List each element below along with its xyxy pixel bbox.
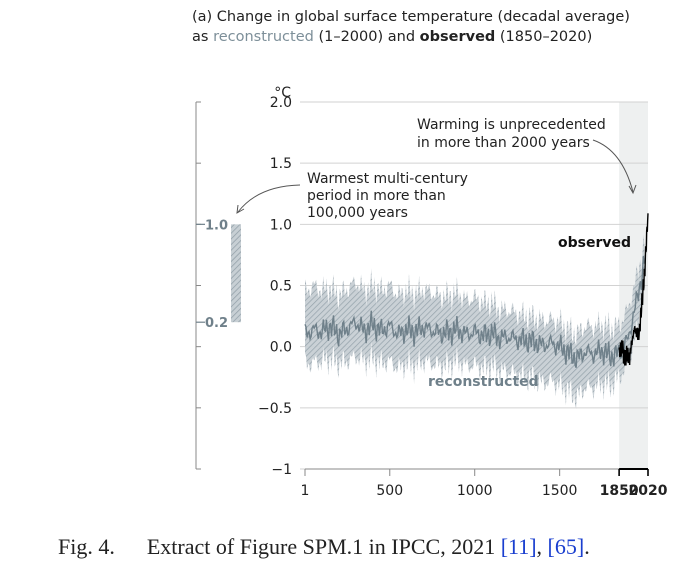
title-observed-word: observed: [419, 29, 496, 45]
figure-caption: Fig. 4. Extract of Figure SPM.1 in IPCC, …: [58, 534, 590, 560]
y-tick-label: 0.5: [270, 279, 292, 295]
caption-ref-65[interactable]: [65]: [547, 534, 585, 559]
y-tick-label: −1: [271, 462, 292, 478]
y-tick-label: 2.0: [270, 95, 292, 111]
paleo-low-label: 0.2: [205, 316, 228, 331]
paleo-range-bar: [231, 224, 241, 323]
temperature-chart: 1.0 0.2 °C 2.01.51.00.50.0−0.5−1 1 500 100…: [195, 85, 668, 499]
caption-ref-11[interactable]: [11]: [500, 534, 537, 559]
reconstructed-line: [304, 255, 646, 368]
x-tick-label: 2020: [629, 483, 668, 499]
caption-text: Extract of Figure SPM.1 in IPCC, 2021: [146, 534, 501, 559]
paleo-high-label: 1.0: [205, 218, 228, 233]
annotation-unprecedented-line2: in more than 2000 years: [417, 135, 590, 151]
y-tick-label: 0.0: [270, 340, 292, 356]
title-suffix: (1850–2020): [495, 29, 593, 45]
arrow-multicentury: [237, 184, 301, 213]
y-tick-label: −0.5: [258, 401, 292, 417]
annotation-multicentury-line1: Warmest multi-century: [307, 171, 468, 187]
arrow-unprecedented: [592, 139, 634, 193]
y-tick-labels: 2.0 1.5 1.0 0.5 0.0 −0.5 −1: [258, 95, 292, 478]
x-tick-label: 1850: [600, 483, 639, 499]
arrow-multicentury-head: [236, 204, 245, 214]
observed-line: [618, 213, 649, 366]
annotation-multicentury-line2: period in more than: [307, 188, 446, 204]
annotation-multicentury-line3: 100,000 years: [307, 205, 408, 221]
title-mid: (1–2000) and: [313, 29, 420, 45]
chart-title-line1: (a) Change in global surface temperature…: [192, 9, 630, 25]
x-tick-label: 500: [376, 483, 403, 499]
x-tick-label: 1: [301, 483, 310, 499]
caption-end: .: [584, 534, 590, 559]
reconstructed-series-label: reconstructed: [428, 374, 539, 390]
title-prefix: as: [192, 29, 214, 45]
arrow-unprecedented-head: [628, 184, 637, 195]
paleo-axis: [195, 101, 205, 470]
y-tick-label: 1.5: [270, 156, 292, 172]
annotation-unprecedented-line1: Warming is unprecedented: [417, 117, 606, 133]
observed-series-label: observed: [558, 235, 631, 251]
y-tick-label: 1.0: [270, 217, 292, 233]
unit-label: °C: [274, 85, 291, 101]
caption-sep: ,: [536, 534, 548, 559]
caption-prefix: Fig. 4.: [58, 534, 115, 559]
chart-title-line2: as reconstructed (1–2000) and observed (…: [192, 29, 592, 45]
reconstructed-uncertainty-band: [305, 234, 645, 409]
title-reconstructed-word: reconstructed: [213, 29, 314, 45]
x-tick-label: 1000: [457, 483, 493, 499]
x-tick-label: 1500: [542, 483, 578, 499]
